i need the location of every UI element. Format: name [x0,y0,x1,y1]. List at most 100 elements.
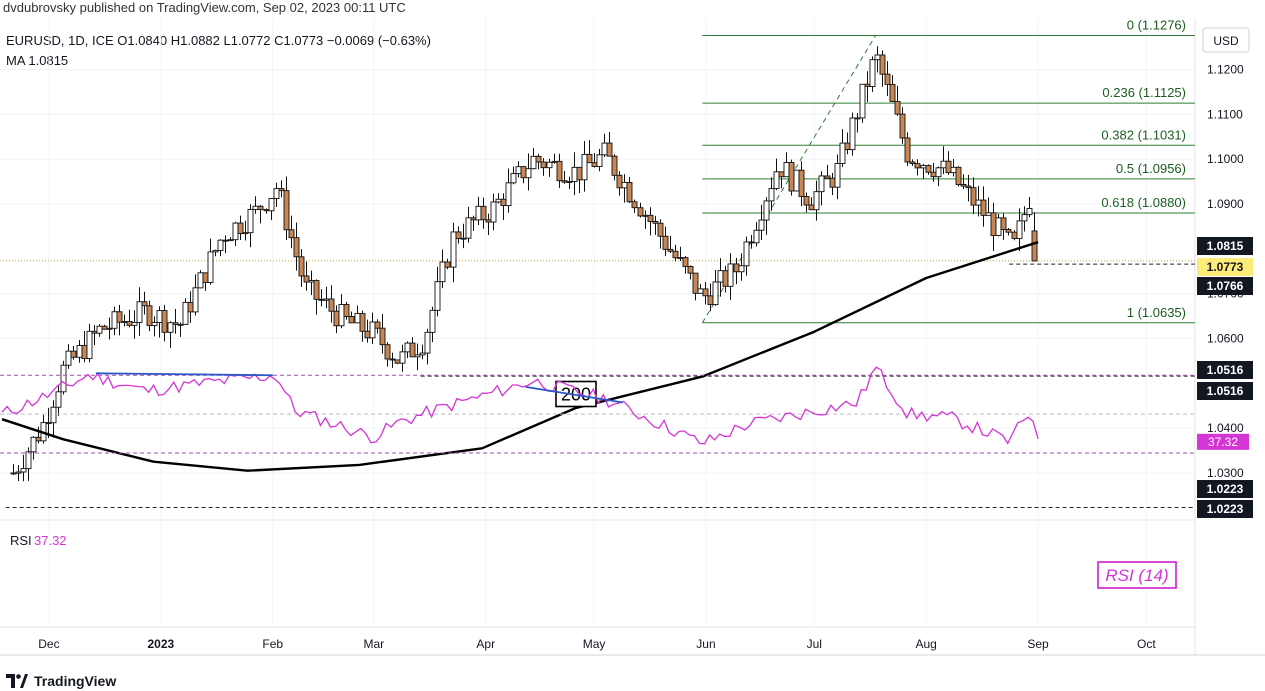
candle [535,153,542,170]
rsi-divergence-line [95,372,273,377]
candle [586,140,593,164]
candle [1000,213,1007,240]
rsi-badge: RSI (14) [1097,561,1177,589]
candle-body [389,358,396,361]
candle [298,248,305,287]
fib-level-label: 0 (1.1276) [1127,17,1186,32]
rsi-line [1,366,1039,445]
candle-body [121,321,128,323]
candle [348,311,355,324]
candle-body [530,155,537,170]
candle [657,219,664,249]
candle [450,222,457,283]
candle-body [626,181,633,203]
candle-body [500,198,507,207]
y-tick-label: 1.0600 [1207,331,1244,345]
candle [278,180,285,198]
candle-body [76,345,83,358]
candle-body [136,301,143,323]
candle-body [328,298,335,312]
y-tick-label: 1.0400 [1207,421,1244,435]
candle-body [60,364,67,393]
rsi-legend-value: 37.32 [34,533,67,548]
candle [55,385,62,416]
currency-button[interactable]: USD [1202,27,1250,53]
candle-body [283,190,290,231]
candle-body [712,281,719,306]
price-tag: 1.0516 [1197,361,1253,379]
candle-body [672,250,679,259]
candle [70,345,77,360]
candle-body [1000,217,1007,230]
candle-body [783,162,790,178]
candle-body [1031,230,1038,262]
candle-body [960,184,967,187]
candle-body [278,188,285,192]
candle-body [788,162,795,192]
candle-body [930,171,937,178]
candle [611,154,618,181]
candle-body [808,204,815,211]
x-tick-label: Aug [915,637,936,651]
candle-body [212,250,219,253]
candle [359,310,366,342]
candle-body [556,160,563,182]
candle [914,159,921,176]
candle-body [96,325,103,334]
candle-body [151,322,158,327]
candle-body [202,272,209,283]
candle [682,255,689,274]
fib-level-label: 1 (1.0635) [1127,305,1186,320]
price-tag-bg [1197,277,1253,295]
candle [227,237,234,242]
candle-body [525,168,532,179]
rsi-badge-text: RSI (14) [1105,566,1168,585]
candle-body [156,310,163,323]
candle [379,314,386,354]
candle-body [571,166,578,182]
x-tick-label: Jul [807,637,822,651]
candle-body [616,174,623,189]
candle-body [717,270,724,283]
candle [399,344,406,372]
candle [960,174,967,190]
candle [273,182,280,207]
candle [727,253,734,300]
candle [970,177,977,215]
candle [540,158,547,176]
candle-body [70,350,77,358]
candle [182,298,189,325]
candle [136,287,143,336]
candle [692,272,699,301]
candle [460,223,467,249]
candle-body [455,231,462,239]
candle [773,158,780,191]
price-tag-bg [1197,361,1253,379]
candle-body [323,298,330,301]
candle [955,166,962,187]
candle [672,244,679,262]
candle-body [1005,229,1012,233]
candle [788,159,795,196]
candle-body [15,471,22,474]
candle-body [379,327,386,346]
candle-body [637,207,644,217]
candle [303,261,310,291]
ohlc-legend: EURUSD, 1D, ICE O1.0840 H1.0882 L1.0772 … [6,33,431,48]
price-tag-bg [1197,237,1253,255]
candle-body [793,169,800,192]
y-tick-label: 1.1100 [1207,107,1243,121]
candle [980,186,987,227]
candle-body [460,237,467,240]
candle [414,343,421,371]
candle [637,202,644,218]
candle-body [490,201,497,223]
candle [616,171,623,196]
candle-body [343,304,350,317]
candle-body [141,301,148,307]
candle [490,193,497,231]
candle-body [439,261,446,283]
candle [1005,227,1012,236]
candle [626,176,633,204]
